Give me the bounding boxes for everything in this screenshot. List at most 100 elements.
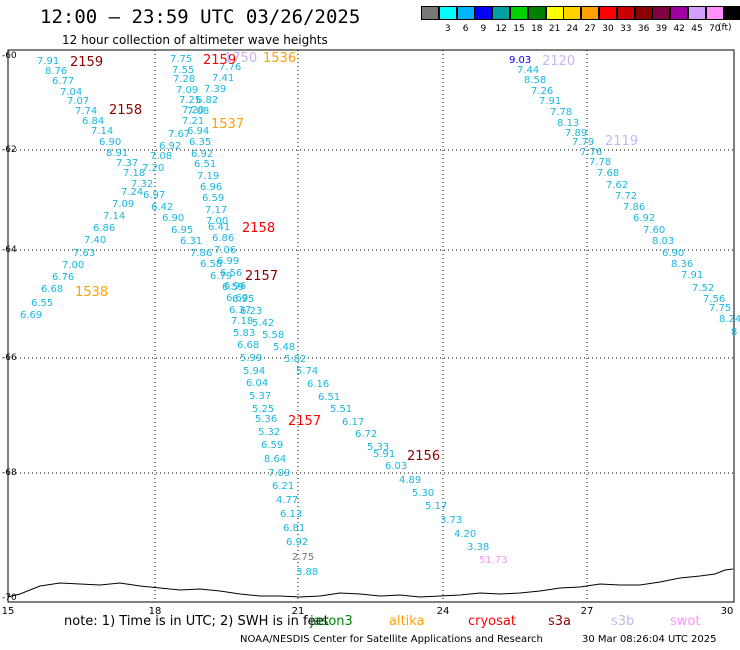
- wave-height-value: 6.94: [187, 126, 210, 137]
- legend-label: 18: [531, 24, 543, 34]
- pass-time-tag: 2159: [70, 55, 104, 70]
- legend-swatch: [581, 6, 600, 20]
- legend-swatch: [563, 6, 582, 20]
- wave-height-value: 7.08: [187, 106, 210, 117]
- lat-label: -68: [2, 468, 17, 478]
- footnote: note: 1) Time is in UTC; 2) SWH is in fe…: [64, 614, 329, 629]
- wave-height-value: 7.91: [681, 270, 704, 281]
- wave-height-value: 6.81: [283, 523, 306, 534]
- wave-height-value: 7.75: [170, 54, 193, 65]
- wave-height-value: 5.17: [425, 501, 448, 512]
- wave-height-value: 6.21: [272, 481, 295, 492]
- antarctic-coastline: [7, 568, 734, 598]
- wave-height-value: 7.78: [550, 107, 573, 118]
- pass-time-tag: 1750: [224, 51, 258, 66]
- lon-label: 15: [1, 606, 15, 617]
- legend-label: 36: [637, 24, 650, 34]
- wave-height-value: 5.94: [243, 366, 266, 377]
- wave-height-value: 6.56: [220, 268, 243, 279]
- wave-height-value: 8.76: [45, 66, 68, 77]
- wave-height-value: 6.55: [31, 298, 54, 309]
- wave-height-value: 7.41: [212, 73, 235, 84]
- wave-height-value: 7.09: [176, 85, 199, 96]
- wave-height-value: 6.76: [52, 272, 75, 283]
- wave-height-value: 6.99: [217, 256, 240, 267]
- wave-height-value: 3.88: [296, 567, 319, 578]
- legend-swatch: [616, 6, 635, 20]
- lon-label: 27: [580, 606, 594, 617]
- wave-height-value: 7.24: [121, 187, 144, 198]
- wave-height-value: 6.90: [162, 213, 185, 224]
- graticule: [8, 50, 734, 602]
- wave-height-value: 6.35: [189, 137, 212, 148]
- wave-height-value: 7.09: [112, 199, 135, 210]
- wave-height-value: 7.26: [531, 86, 554, 97]
- wave-height-value: 7.20: [182, 105, 205, 116]
- wave-height-value: 6.86: [212, 233, 235, 244]
- legend-swatch: [545, 6, 564, 20]
- wave-height-value: 6.77: [52, 76, 75, 87]
- wave-height-value: 6.92: [191, 149, 214, 160]
- wave-height-value: 6.04: [246, 378, 269, 389]
- pass-time-tag: 1536: [263, 51, 297, 66]
- wave-height-value: 6.92: [633, 213, 656, 224]
- wave-height-value: 6.59: [222, 282, 245, 293]
- wave-height-value: 6.59: [202, 193, 225, 204]
- wave-height-value: 7.78: [589, 157, 612, 168]
- legend-label: 24: [566, 24, 579, 34]
- wave-height-value: 8.64: [264, 454, 287, 465]
- satellite-altika: altika: [389, 614, 425, 629]
- wave-height-value: 5.74: [296, 366, 319, 377]
- legend-label: 70: [709, 24, 721, 34]
- wave-height-value: 8.58: [524, 75, 547, 86]
- wave-height-value: 7.00: [206, 216, 229, 227]
- wave-height-value: 5.42: [252, 318, 275, 329]
- pass-time-tag: 2159: [203, 53, 237, 68]
- lat-label: -66: [2, 353, 17, 363]
- wave-height-value: 6.84: [82, 116, 105, 127]
- wave-height-value: 7.63: [73, 248, 96, 259]
- wave-height-value: 6.82: [196, 95, 219, 106]
- wave-height-value: 7.07: [67, 96, 90, 107]
- wave-height-value: 7.09: [268, 468, 291, 479]
- wave-height-value: 7.32: [131, 179, 154, 190]
- wave-height-value: 6.23: [240, 306, 263, 317]
- legend-swatch: [688, 6, 706, 20]
- legend-label: 6: [462, 24, 469, 34]
- wave-height-value: 8.03: [652, 236, 675, 247]
- wave-height-value: 6.96: [200, 182, 223, 193]
- wave-height-value: 6.95: [232, 294, 255, 305]
- wave-height-value: 5.30: [412, 488, 435, 499]
- lat-label: -64: [2, 245, 17, 255]
- pass-time-tag: 2158: [109, 103, 143, 118]
- wave-height-value: 7.86: [190, 248, 213, 259]
- wave-height-value: 6.59: [261, 440, 284, 451]
- pass-time-tag: 2157: [245, 269, 279, 284]
- map-plot: [7, 49, 735, 603]
- wave-height-value: 6.96: [224, 281, 247, 292]
- map-subtitle: 12 hour collection of altimeter wave hei…: [62, 33, 328, 47]
- legend-swatch: [670, 6, 689, 20]
- satellite-s3b: s3b: [611, 614, 635, 629]
- wave-height-value: 4.77: [276, 495, 299, 506]
- wave-height-value: 6.68: [41, 284, 64, 295]
- wave-height-value: 6.86: [93, 223, 116, 234]
- wave-height-value: 7.76: [219, 62, 242, 73]
- satellite-s3a: s3a: [548, 614, 572, 629]
- wave-height-value: 7.60: [643, 225, 666, 236]
- wave-height-value: 6.69: [226, 293, 249, 304]
- pass-time-tag: 2158: [242, 221, 276, 236]
- wave-height-value: 6.42: [151, 202, 174, 213]
- legend-swatch: [510, 6, 528, 20]
- legend-label: 21: [548, 24, 561, 34]
- wave-height-value: 3.73: [440, 515, 463, 526]
- wave-height-value: 7.37: [116, 158, 139, 169]
- wave-height-value: 5.91: [373, 449, 396, 460]
- wave-height-value: 6.90: [99, 137, 122, 148]
- wave-height-value: 6.31: [180, 236, 203, 247]
- wave-height-value: 7.40: [84, 235, 107, 246]
- wave-height-value: 6.37: [229, 305, 252, 316]
- wave-height-value: 7.00: [62, 260, 85, 271]
- wave-height-value: 8.91: [106, 148, 129, 159]
- wave-height-value: 8: [731, 327, 738, 338]
